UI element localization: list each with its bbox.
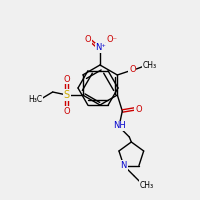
Text: O: O xyxy=(63,106,70,116)
Text: O: O xyxy=(129,66,136,74)
Text: NH: NH xyxy=(113,121,126,130)
Text: O: O xyxy=(63,74,70,84)
Text: N: N xyxy=(120,161,127,170)
Text: CH₃: CH₃ xyxy=(142,60,156,70)
Text: O: O xyxy=(135,104,142,114)
Text: N⁺: N⁺ xyxy=(96,44,106,52)
Text: O⁻: O⁻ xyxy=(106,34,118,44)
Text: CH₃: CH₃ xyxy=(140,181,154,190)
Text: S: S xyxy=(64,90,70,100)
Text: O: O xyxy=(85,34,91,44)
Text: H₃C: H₃C xyxy=(29,96,43,104)
